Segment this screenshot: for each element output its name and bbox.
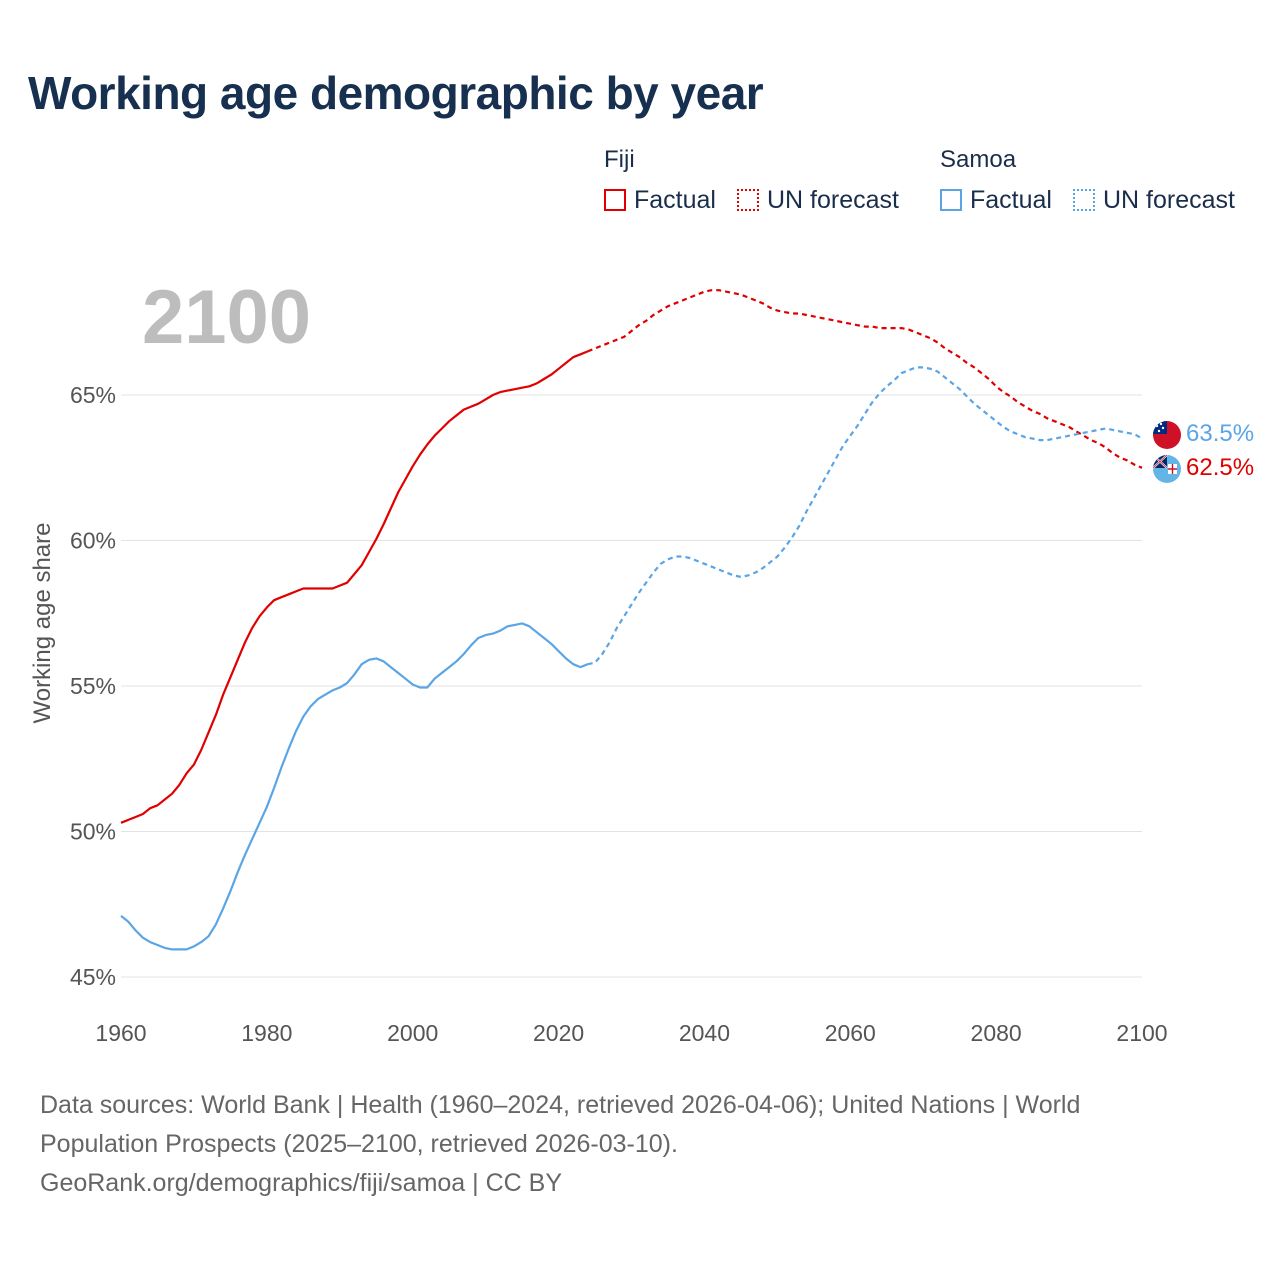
- fiji-forecast-line: [587, 289, 1143, 469]
- x-tick-label: 1960: [95, 1020, 146, 1046]
- x-tick-label: 2060: [825, 1020, 876, 1046]
- y-tick-label: 55%: [70, 673, 116, 699]
- x-tick-label: 2020: [533, 1020, 584, 1046]
- legend-swatch-samoa-forecast: [1073, 189, 1095, 211]
- legend-label: UN forecast: [1103, 185, 1235, 214]
- legend-swatch-fiji-factual: [604, 189, 626, 211]
- legend-swatch-fiji-forecast: [737, 189, 759, 211]
- samoa-flag-icon: [1153, 421, 1181, 449]
- legend-label: Factual: [970, 185, 1052, 214]
- legend-label: UN forecast: [767, 185, 899, 214]
- legend-samoa-factual[interactable]: Factual: [940, 186, 1052, 214]
- fiji-flag-icon: [1153, 455, 1181, 483]
- x-tick-label: 2040: [679, 1020, 730, 1046]
- x-tick-label: 2000: [387, 1020, 438, 1046]
- attribution-link[interactable]: GeoRank.org/demographics/fiji/samoa | CC…: [40, 1169, 562, 1197]
- fiji-end-label: 62.5%: [1186, 454, 1254, 481]
- legend-group-samoa: Samoa: [940, 146, 1017, 173]
- x-tick-label: 1980: [241, 1020, 292, 1046]
- x-tick-label: 2100: [1116, 1020, 1167, 1046]
- data-sources: Data sources: World Bank | Health (1960–…: [40, 1086, 1170, 1203]
- legend-fiji-factual[interactable]: Factual: [604, 186, 716, 214]
- y-tick-label: 45%: [70, 964, 116, 990]
- legend-group-fiji: Fiji: [604, 146, 635, 173]
- samoa-forecast-line: [587, 366, 1143, 666]
- year-watermark: 2100: [142, 275, 311, 360]
- samoa-end-label: 63.5%: [1186, 420, 1254, 447]
- samoa-factual-line: [120, 622, 589, 951]
- legend-label: Factual: [634, 185, 716, 214]
- legend-swatch-samoa-factual: [940, 189, 962, 211]
- y-tick-label: 65%: [70, 382, 116, 408]
- fiji-factual-line: [120, 350, 589, 824]
- legend-fiji-forecast[interactable]: UN forecast: [737, 186, 899, 214]
- y-tick-label: 50%: [70, 819, 116, 845]
- chart-title: Working age demographic by year: [28, 67, 764, 119]
- y-tick-label: 60%: [70, 528, 116, 554]
- sources-text: Data sources: World Bank | Health (1960–…: [40, 1091, 1081, 1158]
- y-axis-label: Working age share: [29, 523, 56, 724]
- legend-samoa-forecast[interactable]: UN forecast: [1073, 186, 1235, 214]
- x-tick-label: 2080: [971, 1020, 1022, 1046]
